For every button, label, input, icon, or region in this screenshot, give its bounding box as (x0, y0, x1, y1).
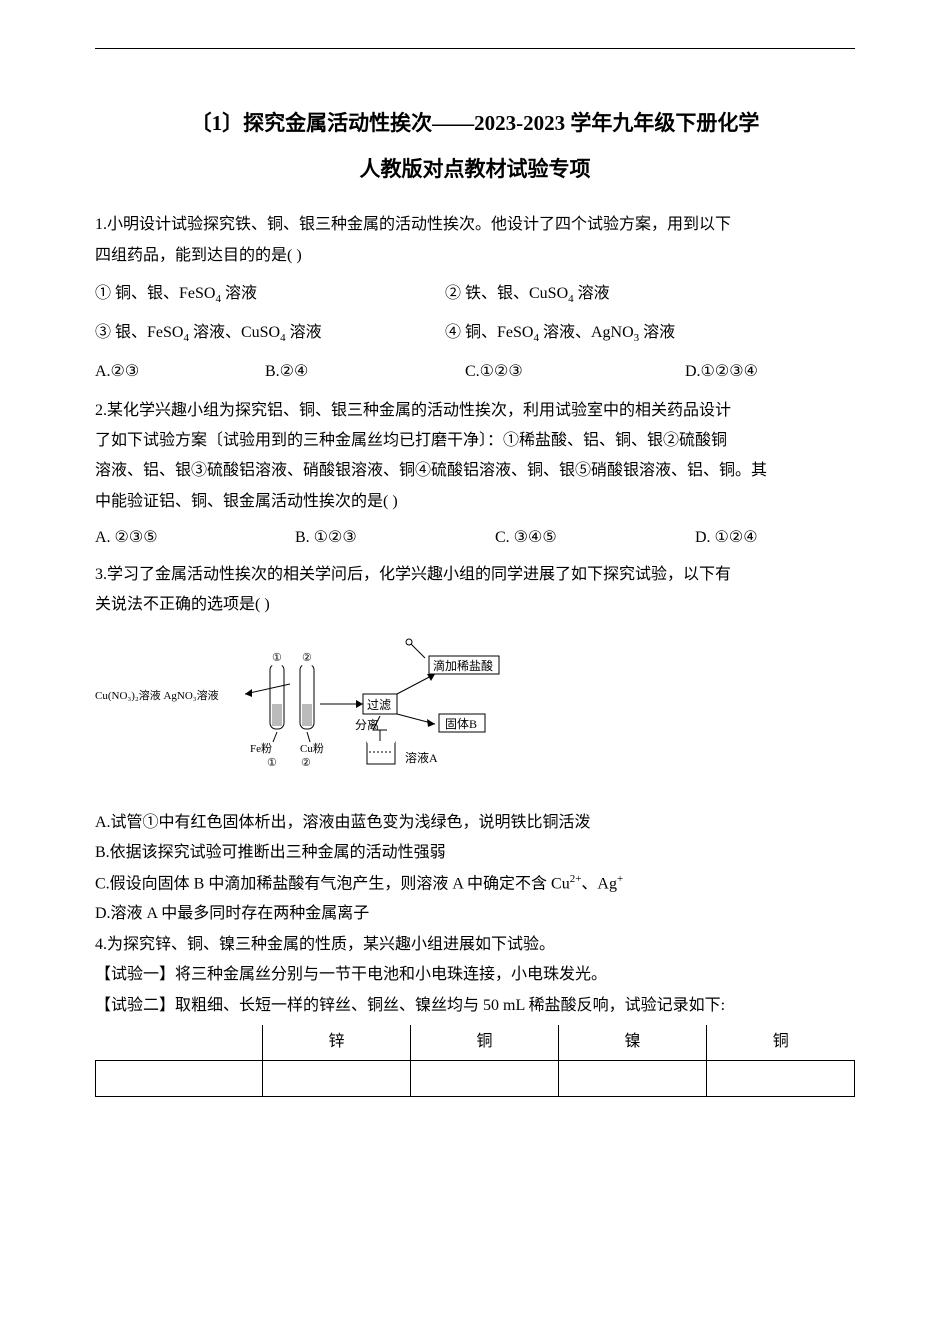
table-header-ni: 镍 (558, 1025, 706, 1061)
q2-option-d: D. ①②④ (695, 523, 855, 553)
svg-text:②: ② (301, 757, 311, 769)
q4-stem: 4.为探究锌、铜、镍三种金属的性质，某兴趣小组进展如下试验。 (95, 930, 855, 960)
table-cell (410, 1061, 558, 1097)
q1-reagent-1: ① 铜、银、FeSO4 溶液 (95, 279, 445, 310)
svg-text:Cu粉: Cu粉 (300, 742, 324, 755)
table-header-zn: 锌 (262, 1025, 410, 1061)
q1-reagent-4: ④ 铜、FeSO4 溶液、AgNO3 溶液 (445, 318, 855, 349)
fig-left-solution-label: Cu(NO₃)₂溶液 AgNO₃溶液 (95, 688, 219, 702)
q1-stem-line2: 四组药品，能到达目的的是( ) (95, 241, 855, 271)
q2-stem-line3: 溶液、铝、银③硫酸铝溶液、硝酸银溶液、铜④硫酸铝溶液、铜、银⑤硝酸银溶液、铝、铜… (95, 456, 855, 486)
table-cell (262, 1061, 410, 1097)
svg-text:过滤: 过滤 (367, 698, 391, 712)
table-header-cu2: 铜 (706, 1025, 854, 1061)
document-title: 〔1〕探究金属活动性挨次——2023-2023 学年九年级下册化学 人教版对点教… (95, 100, 855, 192)
document-body: 1.小明设计试验探究铁、铜、银三种金属的活动性挨次。他设计了四个试验方案，用到以… (95, 210, 855, 1097)
svg-text:溶液A: 溶液A (405, 750, 438, 765)
q1-reagent-row-1: ① 铜、银、FeSO4 溶液 ② 铁、银、CuSO4 溶液 (95, 279, 855, 310)
q1-reagent-3: ③ 银、FeSO4 溶液、CuSO4 溶液 (95, 318, 445, 349)
q1-option-d: D.①②③④ (685, 357, 855, 387)
q1-reagent-2: ② 铁、银、CuSO4 溶液 (445, 279, 855, 310)
q3-stem-line1: 3.学习了金属活动性挨次的相关学问后，化学兴趣小组的同学进展了如下探究试验，以下… (95, 560, 855, 590)
table-cell (558, 1061, 706, 1097)
q1-reagent-row-2: ③ 银、FeSO4 溶液、CuSO4 溶液 ④ 铜、FeSO4 溶液、AgNO3… (95, 318, 855, 349)
q1-option-b: B.②④ (265, 357, 465, 387)
q2-stem-line1: 2.某化学兴趣小组为探究铝、铜、银三种金属的活动性挨次，利用试验室中的相关药品设… (95, 396, 855, 426)
table-header-row: 锌 铜 镍 铜 (96, 1025, 855, 1061)
q3-option-b: B.依据该探究试验可推断出三种金属的活动性强弱 (95, 838, 855, 868)
table-cell (96, 1061, 263, 1097)
q2-stem-line2: 了如下试验方案〔试验用到的三种金属丝均已打磨干净〕：①稀盐酸、铝、铜、银②硫酸铜 (95, 426, 855, 456)
q2-option-c: C. ③④⑤ (495, 523, 695, 553)
table-header-blank (96, 1025, 263, 1061)
svg-text:②: ② (302, 652, 312, 664)
q3-stem-line2: 关说法不正确的选项是( ) (95, 590, 855, 620)
q3-figure: Cu(NO₃)₂溶液 AgNO₃溶液 ① ② Fe粉 Cu粉 ① ② (95, 634, 855, 805)
svg-text:固体B: 固体B (445, 717, 477, 731)
svg-text:Fe粉: Fe粉 (250, 742, 272, 755)
top-divider (95, 48, 855, 49)
q4-exp2: 【试验二】取粗细、长短一样的锌丝、铜丝、镍丝均与 50 mL 稀盐酸反响，试验记… (95, 991, 855, 1021)
q1-stem-line1: 1.小明设计试验探究铁、铜、银三种金属的活动性挨次。他设计了四个试验方案，用到以… (95, 210, 855, 240)
title-line-2: 人教版对点教材试验专项 (95, 146, 855, 192)
q3-option-d: D.溶液 A 中最多同时存在两种金属离子 (95, 899, 855, 929)
svg-text:①: ① (267, 757, 277, 769)
experiment-diagram: Cu(NO₃)₂溶液 AgNO₃溶液 ① ② Fe粉 Cu粉 ① ② (95, 634, 525, 794)
q4-exp1: 【试验一】将三种金属丝分别与一节干电池和小电珠连接，小电珠发光。 (95, 960, 855, 990)
q2-option-b: B. ①②③ (295, 523, 495, 553)
q2-option-a: A. ②③⑤ (95, 523, 295, 553)
title-line-1: 〔1〕探究金属活动性挨次——2023-2023 学年九年级下册化学 (95, 100, 855, 146)
table-row (96, 1061, 855, 1097)
q3-option-c: C.假设向固体 B 中滴加稀盐酸有气泡产生，则溶液 A 中确定不含 Cu2+、A… (95, 869, 855, 900)
table-header-cu1: 铜 (410, 1025, 558, 1061)
q2-options: A. ②③⑤ B. ①②③ C. ③④⑤ D. ①②④ (95, 523, 855, 553)
q1-option-a: A.②③ (95, 357, 265, 387)
q4-table: 锌 铜 镍 铜 (95, 1025, 855, 1098)
table-cell (706, 1061, 854, 1097)
q1-options: A.②③ B.②④ C.①②③ D.①②③④ (95, 357, 855, 387)
svg-text:①: ① (272, 652, 282, 664)
q2-stem-line4: 中能验证铝、铜、银金属活动性挨次的是( ) (95, 487, 855, 517)
q3-option-a: A.试管①中有红色固体析出，溶液由蓝色变为浅绿色，说明铁比铜活泼 (95, 808, 855, 838)
q1-option-c: C.①②③ (465, 357, 685, 387)
svg-text:滴加稀盐酸: 滴加稀盐酸 (433, 658, 493, 673)
